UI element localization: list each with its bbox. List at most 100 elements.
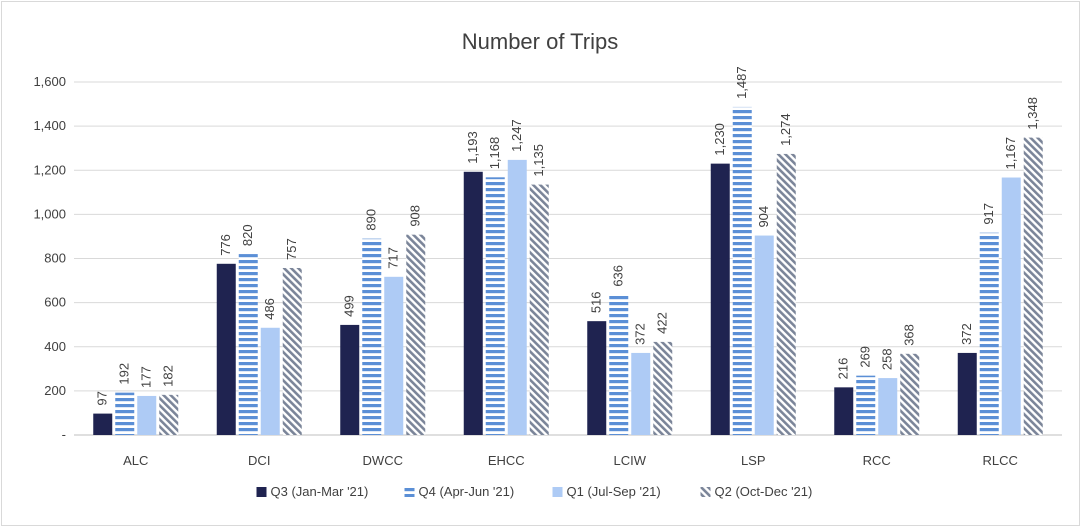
data-label: 422 [655, 312, 670, 334]
bar [900, 353, 920, 435]
bar [529, 184, 549, 435]
bar [776, 153, 796, 435]
legend-swatch [552, 487, 563, 497]
y-tick-label: 400 [44, 339, 66, 354]
bar [856, 375, 876, 435]
data-label: 1,193 [465, 131, 480, 164]
bar [631, 352, 651, 435]
bars [93, 106, 1043, 436]
data-label: 717 [386, 247, 401, 269]
legend-label: Q1 (Jul-Sep '21) [567, 484, 661, 499]
bar [609, 294, 629, 435]
x-axis-categories: ALC DCI DWCC EHCC LCIW LSP RCC RLCC [123, 453, 1018, 468]
y-tick-label: 800 [44, 251, 66, 266]
bar [260, 327, 280, 435]
x-tick-label: LCIW [614, 453, 647, 468]
bar [1023, 137, 1043, 435]
data-label: 372 [633, 323, 648, 345]
data-label: 486 [262, 298, 277, 320]
legend-swatch [700, 487, 711, 497]
y-tick-label: 1,200 [33, 162, 66, 177]
data-label: 1,247 [509, 119, 524, 152]
legend-label: Q4 (Apr-Jun '21) [419, 484, 515, 499]
bar [463, 171, 483, 435]
x-tick-label: DWCC [363, 453, 403, 468]
bar [653, 341, 673, 435]
legend: Q3 (Jan-Mar '21) Q4 (Apr-Jun '21) Q1 (Jul-… [256, 484, 813, 499]
data-label: 372 [959, 323, 974, 345]
y-tick-label: 1,000 [33, 206, 66, 221]
data-label: 258 [880, 348, 895, 370]
x-tick-label: RCC [863, 453, 891, 468]
bar [238, 254, 258, 435]
data-label: 1,487 [734, 66, 749, 99]
data-label: 182 [161, 365, 176, 387]
legend-item: Q4 (Apr-Jun '21) [404, 484, 515, 499]
data-label: 1,274 [778, 113, 793, 146]
data-label: 177 [139, 366, 154, 388]
data-label: 1,167 [1003, 137, 1018, 170]
data-label: 269 [858, 346, 873, 368]
data-label: 890 [364, 209, 379, 231]
data-label: 516 [589, 291, 604, 313]
bar [1001, 177, 1021, 435]
x-tick-label: LSP [741, 453, 766, 468]
data-label: 820 [240, 224, 255, 246]
data-label: 192 [117, 363, 132, 385]
bar [216, 263, 236, 435]
x-tick-label: RLCC [983, 453, 1018, 468]
y-axis-ticks: - 200 400 600 800 1,000 1,200 1,400 1,600 [33, 74, 66, 442]
legend-label: Q3 (Jan-Mar '21) [271, 484, 369, 499]
y-tick-label: 600 [44, 295, 66, 310]
legend-item: Q2 (Oct-Dec '21) [700, 484, 813, 499]
x-tick-label: DCI [248, 453, 270, 468]
bar [115, 392, 135, 435]
legend-item: Q1 (Jul-Sep '21) [552, 484, 661, 499]
data-label: 917 [981, 203, 996, 225]
bar [137, 395, 157, 435]
data-label: 499 [342, 295, 357, 317]
legend-label: Q2 (Oct-Dec '21) [715, 484, 813, 499]
y-tick-label: - [62, 427, 66, 442]
data-label: 97 [95, 391, 110, 405]
bar [362, 238, 382, 435]
legend-item: Q3 (Jan-Mar '21) [256, 484, 369, 499]
bar [384, 276, 404, 435]
bar [710, 163, 730, 435]
legend-swatch [256, 487, 267, 497]
bar [93, 413, 113, 435]
bar [282, 267, 302, 435]
data-label: 904 [756, 206, 771, 228]
bar [587, 321, 607, 435]
bar [507, 159, 527, 436]
x-tick-label: ALC [123, 453, 148, 468]
bar [340, 324, 360, 435]
y-tick-label: 1,600 [33, 74, 66, 89]
data-label: 908 [408, 205, 423, 227]
data-label: 636 [611, 265, 626, 287]
data-label: 368 [902, 324, 917, 346]
data-label: 1,230 [712, 123, 727, 156]
bar [878, 378, 898, 435]
bar [834, 387, 854, 435]
legend-swatch [404, 487, 415, 497]
bar [485, 177, 505, 435]
y-tick-label: 1,400 [33, 118, 66, 133]
x-tick-label: EHCC [488, 453, 525, 468]
data-label: 1,348 [1025, 97, 1040, 130]
bar [159, 394, 179, 435]
data-labels: 97 192 177 182 776 820 486 757 499 890 717 908 1,193… [95, 66, 1041, 405]
data-label: 1,168 [487, 137, 502, 170]
bar [754, 235, 774, 435]
data-label: 757 [284, 238, 299, 260]
y-tick-label: 200 [44, 383, 66, 398]
data-label: 1,135 [531, 144, 546, 177]
data-label: 216 [836, 358, 851, 380]
gridlines [74, 81, 1062, 436]
bar [406, 234, 426, 435]
bar [957, 352, 977, 435]
chart-title: Number of Trips [462, 29, 619, 54]
bar [732, 106, 752, 435]
